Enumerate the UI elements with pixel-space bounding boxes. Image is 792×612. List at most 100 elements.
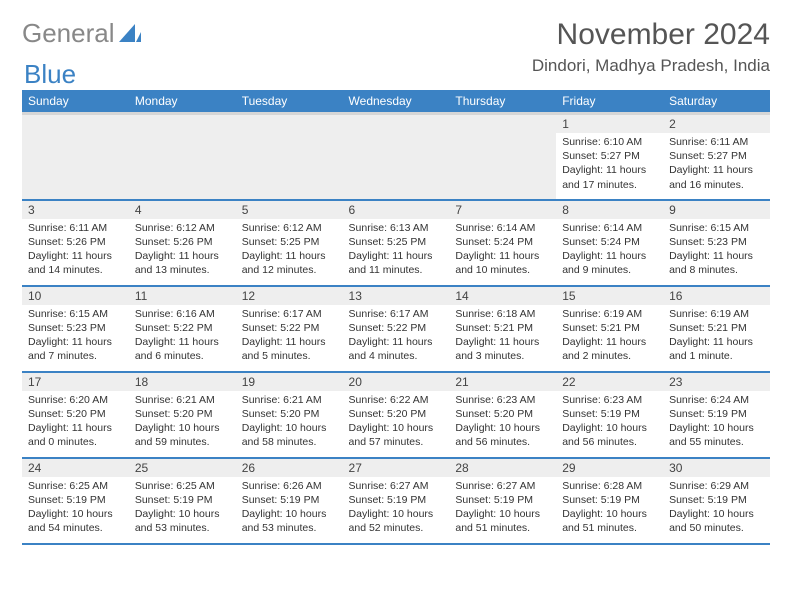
day-details: Sunrise: 6:18 AMSunset: 5:21 PMDaylight:… bbox=[449, 305, 556, 368]
day-number: 28 bbox=[449, 459, 556, 477]
day-details: Sunrise: 6:13 AMSunset: 5:25 PMDaylight:… bbox=[343, 219, 450, 282]
day-details: Sunrise: 6:11 AMSunset: 5:27 PMDaylight:… bbox=[663, 133, 770, 196]
calendar-cell: 4Sunrise: 6:12 AMSunset: 5:26 PMDaylight… bbox=[129, 200, 236, 286]
calendar-cell bbox=[129, 114, 236, 200]
day-details: Sunrise: 6:20 AMSunset: 5:20 PMDaylight:… bbox=[22, 391, 129, 454]
day-details: Sunrise: 6:14 AMSunset: 5:24 PMDaylight:… bbox=[449, 219, 556, 282]
day-number bbox=[129, 115, 236, 133]
calendar-cell: 23Sunrise: 6:24 AMSunset: 5:19 PMDayligh… bbox=[663, 372, 770, 458]
day-details: Sunrise: 6:10 AMSunset: 5:27 PMDaylight:… bbox=[556, 133, 663, 196]
calendar-cell bbox=[343, 114, 450, 200]
day-details: Sunrise: 6:23 AMSunset: 5:19 PMDaylight:… bbox=[556, 391, 663, 454]
day-number bbox=[22, 115, 129, 133]
day-details bbox=[449, 133, 556, 199]
day-details: Sunrise: 6:15 AMSunset: 5:23 PMDaylight:… bbox=[663, 219, 770, 282]
day-number: 19 bbox=[236, 373, 343, 391]
day-details: Sunrise: 6:25 AMSunset: 5:19 PMDaylight:… bbox=[129, 477, 236, 540]
calendar-cell: 9Sunrise: 6:15 AMSunset: 5:23 PMDaylight… bbox=[663, 200, 770, 286]
weekday-header: Monday bbox=[129, 90, 236, 114]
weekday-header: Saturday bbox=[663, 90, 770, 114]
day-details: Sunrise: 6:19 AMSunset: 5:21 PMDaylight:… bbox=[556, 305, 663, 368]
day-number: 8 bbox=[556, 201, 663, 219]
day-number: 22 bbox=[556, 373, 663, 391]
weekday-header: Wednesday bbox=[343, 90, 450, 114]
calendar-cell: 11Sunrise: 6:16 AMSunset: 5:22 PMDayligh… bbox=[129, 286, 236, 372]
day-details: Sunrise: 6:23 AMSunset: 5:20 PMDaylight:… bbox=[449, 391, 556, 454]
weekday-header: Sunday bbox=[22, 90, 129, 114]
day-number: 14 bbox=[449, 287, 556, 305]
day-number: 30 bbox=[663, 459, 770, 477]
calendar-cell: 25Sunrise: 6:25 AMSunset: 5:19 PMDayligh… bbox=[129, 458, 236, 544]
weekday-header-row: SundayMondayTuesdayWednesdayThursdayFrid… bbox=[22, 90, 770, 114]
weekday-header: Friday bbox=[556, 90, 663, 114]
day-number: 25 bbox=[129, 459, 236, 477]
calendar-cell: 15Sunrise: 6:19 AMSunset: 5:21 PMDayligh… bbox=[556, 286, 663, 372]
calendar-cell: 8Sunrise: 6:14 AMSunset: 5:24 PMDaylight… bbox=[556, 200, 663, 286]
day-details bbox=[236, 133, 343, 199]
calendar-cell bbox=[22, 114, 129, 200]
day-details: Sunrise: 6:25 AMSunset: 5:19 PMDaylight:… bbox=[22, 477, 129, 540]
day-number: 27 bbox=[343, 459, 450, 477]
day-details: Sunrise: 6:12 AMSunset: 5:25 PMDaylight:… bbox=[236, 219, 343, 282]
calendar-cell: 19Sunrise: 6:21 AMSunset: 5:20 PMDayligh… bbox=[236, 372, 343, 458]
calendar-cell bbox=[236, 114, 343, 200]
day-number: 15 bbox=[556, 287, 663, 305]
calendar-cell: 27Sunrise: 6:27 AMSunset: 5:19 PMDayligh… bbox=[343, 458, 450, 544]
calendar-cell: 29Sunrise: 6:28 AMSunset: 5:19 PMDayligh… bbox=[556, 458, 663, 544]
calendar-week-row: 17Sunrise: 6:20 AMSunset: 5:20 PMDayligh… bbox=[22, 372, 770, 458]
calendar-cell: 18Sunrise: 6:21 AMSunset: 5:20 PMDayligh… bbox=[129, 372, 236, 458]
calendar-week-row: 24Sunrise: 6:25 AMSunset: 5:19 PMDayligh… bbox=[22, 458, 770, 544]
day-number: 10 bbox=[22, 287, 129, 305]
day-details: Sunrise: 6:14 AMSunset: 5:24 PMDaylight:… bbox=[556, 219, 663, 282]
day-details bbox=[129, 133, 236, 199]
calendar-cell: 7Sunrise: 6:14 AMSunset: 5:24 PMDaylight… bbox=[449, 200, 556, 286]
calendar-week-row: 1Sunrise: 6:10 AMSunset: 5:27 PMDaylight… bbox=[22, 114, 770, 200]
day-number: 12 bbox=[236, 287, 343, 305]
calendar-cell: 28Sunrise: 6:27 AMSunset: 5:19 PMDayligh… bbox=[449, 458, 556, 544]
day-details bbox=[22, 133, 129, 199]
day-number: 18 bbox=[129, 373, 236, 391]
day-details: Sunrise: 6:15 AMSunset: 5:23 PMDaylight:… bbox=[22, 305, 129, 368]
day-details: Sunrise: 6:19 AMSunset: 5:21 PMDaylight:… bbox=[663, 305, 770, 368]
calendar-cell: 30Sunrise: 6:29 AMSunset: 5:19 PMDayligh… bbox=[663, 458, 770, 544]
day-details: Sunrise: 6:27 AMSunset: 5:19 PMDaylight:… bbox=[449, 477, 556, 540]
weekday-header: Tuesday bbox=[236, 90, 343, 114]
day-details: Sunrise: 6:27 AMSunset: 5:19 PMDaylight:… bbox=[343, 477, 450, 540]
day-number: 23 bbox=[663, 373, 770, 391]
calendar-cell: 14Sunrise: 6:18 AMSunset: 5:21 PMDayligh… bbox=[449, 286, 556, 372]
calendar-cell: 22Sunrise: 6:23 AMSunset: 5:19 PMDayligh… bbox=[556, 372, 663, 458]
day-number: 24 bbox=[22, 459, 129, 477]
month-title: November 2024 bbox=[532, 18, 770, 52]
day-number: 29 bbox=[556, 459, 663, 477]
day-number: 6 bbox=[343, 201, 450, 219]
day-number: 21 bbox=[449, 373, 556, 391]
calendar-cell bbox=[449, 114, 556, 200]
day-number bbox=[449, 115, 556, 133]
day-number: 7 bbox=[449, 201, 556, 219]
day-details: Sunrise: 6:26 AMSunset: 5:19 PMDaylight:… bbox=[236, 477, 343, 540]
calendar-cell: 12Sunrise: 6:17 AMSunset: 5:22 PMDayligh… bbox=[236, 286, 343, 372]
day-details: Sunrise: 6:21 AMSunset: 5:20 PMDaylight:… bbox=[129, 391, 236, 454]
day-number: 4 bbox=[129, 201, 236, 219]
calendar-cell: 2Sunrise: 6:11 AMSunset: 5:27 PMDaylight… bbox=[663, 114, 770, 200]
calendar-cell: 24Sunrise: 6:25 AMSunset: 5:19 PMDayligh… bbox=[22, 458, 129, 544]
day-number: 9 bbox=[663, 201, 770, 219]
day-details: Sunrise: 6:28 AMSunset: 5:19 PMDaylight:… bbox=[556, 477, 663, 540]
day-number bbox=[343, 115, 450, 133]
calendar-cell: 5Sunrise: 6:12 AMSunset: 5:25 PMDaylight… bbox=[236, 200, 343, 286]
weekday-header: Thursday bbox=[449, 90, 556, 114]
day-details bbox=[343, 133, 450, 199]
logo-text-general: General bbox=[22, 18, 115, 48]
header: General Blue November 2024 Dindori, Madh… bbox=[22, 18, 770, 80]
day-number: 26 bbox=[236, 459, 343, 477]
day-number: 2 bbox=[663, 115, 770, 133]
calendar-cell: 21Sunrise: 6:23 AMSunset: 5:20 PMDayligh… bbox=[449, 372, 556, 458]
day-details: Sunrise: 6:22 AMSunset: 5:20 PMDaylight:… bbox=[343, 391, 450, 454]
logo: General Blue bbox=[22, 18, 141, 80]
day-details: Sunrise: 6:17 AMSunset: 5:22 PMDaylight:… bbox=[236, 305, 343, 368]
title-block: November 2024 Dindori, Madhya Pradesh, I… bbox=[532, 18, 770, 76]
day-details: Sunrise: 6:24 AMSunset: 5:19 PMDaylight:… bbox=[663, 391, 770, 454]
calendar-cell: 16Sunrise: 6:19 AMSunset: 5:21 PMDayligh… bbox=[663, 286, 770, 372]
day-details: Sunrise: 6:16 AMSunset: 5:22 PMDaylight:… bbox=[129, 305, 236, 368]
location-text: Dindori, Madhya Pradesh, India bbox=[532, 56, 770, 76]
